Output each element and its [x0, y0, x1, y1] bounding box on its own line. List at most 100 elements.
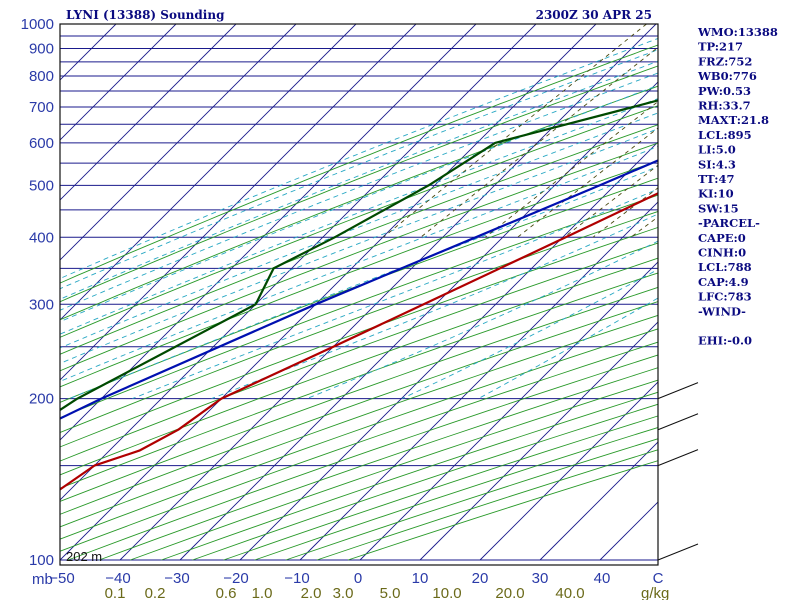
- isotherm-line: [60, 24, 357, 321]
- sounding-index-item: LCL:895: [698, 128, 752, 142]
- temperature-tick-label: C: [653, 570, 664, 587]
- sounding-index-item: TT:47: [698, 172, 735, 186]
- isotherm-line: [299, 201, 658, 561]
- sounding-index-item: LFC:783: [698, 290, 752, 304]
- dry-adiabat-line: [60, 211, 658, 434]
- pressure-tick-label: 700: [29, 99, 54, 116]
- sounding-index-item: WB0:776: [697, 69, 757, 83]
- mixing-ratio-line: [563, 164, 658, 238]
- dry-adiabat-line: [60, 177, 658, 403]
- wind-barb: [657, 449, 699, 467]
- dry-adiabat-lines: [60, 44, 658, 561]
- mixing-ratio-tick-label: 3.0: [333, 585, 354, 600]
- moist-adiabat-line: [401, 268, 658, 400]
- mixing-ratio-line: [517, 127, 658, 238]
- dry-adiabat-line: [60, 124, 658, 355]
- pressure-tick-label: 300: [29, 296, 54, 313]
- moist-adiabat-line: [60, 60, 658, 300]
- pressure-unit-label: mb: [32, 571, 53, 588]
- mixing-ratio-tick-label: 0.2: [145, 585, 166, 600]
- sounding-indices-panel: WMO:13388TP:217FRZ:752WB0:776PW:0.53RH:3…: [697, 25, 778, 348]
- isotherm-line: [239, 141, 658, 561]
- isotherm-line: [60, 24, 597, 561]
- dry-adiabat-line: [60, 242, 658, 462]
- parcel-profile-line: [60, 159, 658, 420]
- temperature-tick-label: −30: [164, 570, 189, 587]
- isotherm-line: [60, 24, 477, 441]
- mixing-ratio-tick-label: 10.0: [432, 585, 461, 600]
- mixing-ratio-tick-label: 0.6: [216, 585, 237, 600]
- dry-adiabat-line: [60, 65, 658, 303]
- sounding-profiles: [60, 99, 658, 491]
- temperature-tick-label: 10: [412, 570, 429, 587]
- sounding-index-item: SW:15: [698, 201, 739, 215]
- wind-barbs: [657, 382, 699, 561]
- moist-adiabat-line: [60, 128, 658, 364]
- sounding-index-item: KI:10: [698, 187, 734, 201]
- moist-adiabat-line: [69, 165, 658, 400]
- moist-adiabat-line: [60, 112, 658, 349]
- moist-adiabat-line: [211, 213, 658, 400]
- mixing-ratio-tick-label: 5.0: [380, 585, 401, 600]
- moist-adiabat-line: [306, 240, 658, 400]
- mixing-ratio-tick-label: 2.0: [301, 585, 322, 600]
- dry-adiabat-line: [60, 328, 658, 540]
- valid-time: 2300Z 30 APR 25: [536, 8, 652, 22]
- sounding-index-item: MAXT:21.8: [698, 113, 769, 127]
- isotherm-line: [539, 441, 658, 561]
- sounding-index-item: LI:5.0: [698, 143, 736, 157]
- station-elevation: 202 m: [66, 549, 102, 564]
- temperature-tick-label: −50: [49, 570, 74, 587]
- pressure-tick-labels: 100 200 300 400 500 600 700 800 900 1000: [21, 16, 54, 569]
- moist-adiabat-line: [60, 84, 658, 323]
- mixing-ratio-unit-label: g/kg: [641, 585, 669, 600]
- sounding-index-item: -PARCEL-: [698, 216, 760, 230]
- dry-adiabat-line: [60, 286, 658, 502]
- sounding-index-item: CAPE:0: [698, 231, 746, 245]
- moist-adiabat-line: [60, 49, 658, 290]
- isotherm-line: [419, 321, 658, 561]
- sounding-index-item: CAP:4.9: [698, 275, 749, 289]
- isotherm-line: [60, 24, 177, 141]
- mixing-ratio-tick-label: 40.0: [555, 585, 584, 600]
- mixing-ratio-tick-labels: 0.1 0.2 0.6 1.0 2.0 3.0 5.0 10.0 20.0 40.0: [105, 585, 585, 600]
- dewpoint-profile-line: [60, 99, 658, 412]
- pressure-tick-label: 100: [29, 552, 54, 569]
- temperature-tick-label: 0: [354, 570, 362, 587]
- temperature-tick-labels: −50 −40 −30 −20 −10 0 10 20 30 40 C: [49, 570, 663, 587]
- wind-barb: [657, 413, 699, 431]
- isotherm-line: [60, 24, 237, 201]
- sounding-index-item: CINH:0: [698, 246, 746, 260]
- dry-adiabat-line: [60, 194, 658, 419]
- mixing-ratio-line: [744, 24, 800, 237]
- wind-barb: [657, 543, 699, 561]
- mixing-ratio-line: [383, 24, 647, 238]
- temperature-profile-line: [60, 192, 658, 491]
- temperature-tick-label: 40: [594, 570, 611, 587]
- moist-adiabat-lines: [60, 38, 658, 400]
- pressure-tick-label: 600: [29, 135, 54, 152]
- sounding-index-item: WMO:13388: [697, 25, 778, 39]
- dry-adiabat-line: [60, 142, 658, 372]
- sounding-index-item: FRZ:752: [698, 54, 752, 68]
- pressure-tick-label: 900: [29, 41, 54, 58]
- pressure-tick-label: 1000: [21, 16, 54, 33]
- dry-adiabat-line: [60, 160, 658, 388]
- isotherm-line: [359, 261, 658, 561]
- pressure-tick-label: 800: [29, 68, 54, 85]
- isotherm-line: [60, 24, 537, 501]
- wind-barb: [657, 382, 699, 400]
- dry-adiabat-line: [60, 44, 658, 284]
- plot-background: [60, 24, 658, 565]
- dry-adiabat-line: [60, 257, 658, 476]
- isotherm-line: [479, 381, 658, 561]
- dry-adiabat-line: [60, 85, 658, 321]
- temperature-tick-label: −40: [105, 570, 130, 587]
- temperature-tick-label: −20: [223, 570, 248, 587]
- sounding-index-item: EHI:-0.0: [698, 334, 752, 348]
- sounding-index-item: SI:4.3: [698, 157, 736, 171]
- moist-adiabat-line: [60, 72, 658, 311]
- pressure-tick-label: 400: [29, 229, 54, 246]
- pressure-tick-label: 500: [29, 177, 54, 194]
